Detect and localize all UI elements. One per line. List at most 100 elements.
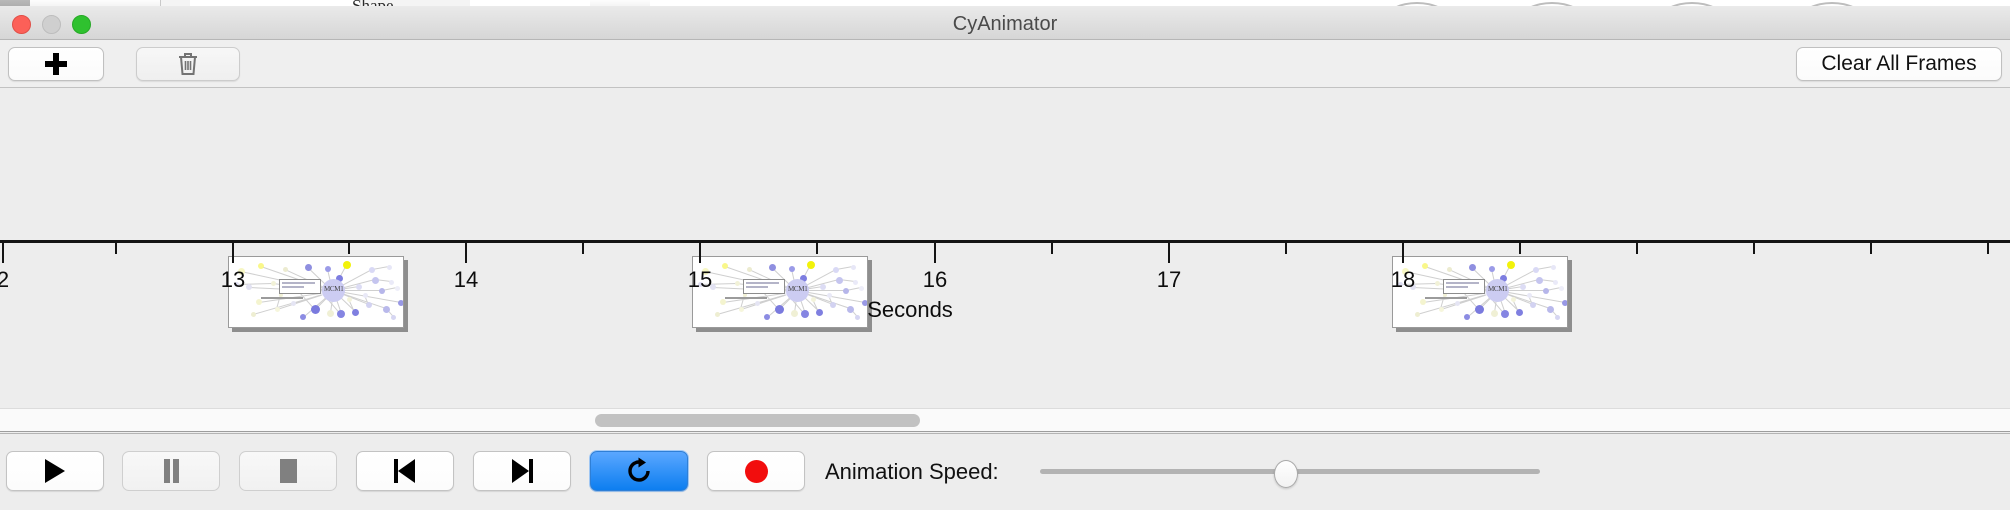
frame-thumbnail-13[interactable]: MCM1: [228, 256, 404, 328]
record-icon: [744, 459, 768, 483]
network-node: [390, 314, 396, 320]
network-node: [1535, 276, 1543, 284]
network-node: [237, 267, 245, 275]
timeline-tick-label: 15: [687, 267, 713, 292]
timeline-tick-minor: [1519, 243, 1521, 254]
timeline-tick-label: 14: [453, 267, 479, 292]
timeline-tick-minor: [1285, 243, 1287, 254]
network-thumbnail-image: MCM1: [1393, 257, 1567, 327]
network-node: [274, 306, 280, 312]
network-node: [1454, 300, 1460, 306]
network-node: [379, 288, 385, 294]
network-node: [1526, 292, 1532, 298]
timeline-tick-minor: [1051, 243, 1053, 254]
network-annotation-text-line: [282, 282, 315, 284]
network-node: [300, 314, 306, 320]
network-node: [754, 300, 760, 306]
network-node: [862, 300, 867, 306]
clear-all-frames-button[interactable]: Clear All Frames: [1796, 47, 2002, 81]
network-node: [1510, 296, 1516, 302]
network-hub-node-label: MCM1: [324, 285, 344, 293]
frame-thumbnail-18[interactable]: MCM1: [1392, 256, 1568, 328]
timeline-tick-label: 16: [922, 267, 948, 292]
network-node: [270, 280, 276, 286]
network-node: [398, 300, 403, 306]
network-node: [1533, 267, 1539, 273]
network-node: [1410, 284, 1416, 290]
network-node: [351, 308, 359, 316]
network-hub-node: [786, 279, 809, 302]
title-bar: CyAnimator: [0, 6, 2010, 40]
animation-speed-slider-thumb[interactable]: [1274, 460, 1298, 488]
network-node: [1558, 285, 1564, 291]
network-node: [325, 266, 331, 272]
network-node: [789, 266, 795, 272]
network-annotation-text-line: [746, 286, 768, 288]
network-node: [304, 263, 312, 271]
delete-frame-button[interactable]: [136, 47, 240, 81]
timeline-scrollbar[interactable]: [0, 408, 2010, 432]
previous-frame-button[interactable]: [356, 451, 454, 491]
network-node: [1490, 309, 1498, 317]
network-node: [366, 302, 372, 308]
timeline-axis: [0, 240, 2010, 243]
timeline-tick-minor: [115, 243, 117, 254]
network-caption-line: [261, 297, 303, 299]
network-annotation-text-line: [746, 282, 779, 284]
skip-forward-icon: [510, 459, 534, 483]
network-node: [1414, 311, 1420, 317]
timeline-tick-label: 17: [1156, 267, 1182, 292]
network-node: [382, 305, 390, 313]
add-frame-button[interactable]: [8, 47, 104, 81]
network-node: [1562, 300, 1567, 306]
network-node: [764, 314, 770, 320]
timeline-tick-minor: [582, 243, 584, 254]
network-node: [394, 285, 400, 291]
network-node: [282, 266, 288, 272]
network-node: [279, 293, 283, 297]
network-node: [722, 263, 728, 269]
network-thumbnail-image: MCM1: [693, 257, 867, 327]
network-node: [256, 299, 262, 305]
network-node: [346, 296, 352, 302]
timeline-tick-label: 18: [1390, 267, 1416, 292]
network-node: [233, 281, 239, 287]
network-node: [1401, 267, 1409, 275]
play-button[interactable]: [6, 451, 104, 491]
network-node: [768, 263, 776, 271]
network-node: [701, 267, 709, 275]
network-caption-line: [725, 297, 767, 299]
timeline-tick-major: [2, 243, 4, 263]
network-node: [1530, 302, 1536, 308]
record-button[interactable]: [707, 451, 805, 491]
network-node: [746, 266, 752, 272]
network-node: [388, 279, 394, 285]
frame-thumbnail-15[interactable]: MCM1: [692, 256, 868, 328]
maximize-button[interactable]: [72, 15, 91, 34]
timeline-scrollbar-thumb[interactable]: [595, 414, 920, 427]
skip-back-icon: [393, 459, 417, 483]
stop-button[interactable]: [239, 451, 337, 491]
timeline-tick-minor: [1870, 243, 1872, 254]
close-button[interactable]: [12, 15, 31, 34]
timeline-panel[interactable]: MCM1 MCM1 MCM1 2 13 14 15 16 17 18 Seconds: [0, 88, 2010, 408]
play-icon: [45, 459, 65, 483]
network-node: [356, 284, 362, 290]
network-node: [801, 310, 809, 318]
network-node: [854, 314, 860, 320]
network-node: [246, 284, 252, 290]
next-frame-button[interactable]: [473, 451, 571, 491]
minimize-button[interactable]: [42, 15, 61, 34]
timeline-tick-major: [934, 243, 936, 263]
network-node: [1446, 266, 1452, 272]
pause-button[interactable]: [122, 451, 220, 491]
timeline-tick-label: 13: [220, 267, 246, 292]
animation-speed-label: Animation Speed:: [825, 459, 999, 484]
loop-button[interactable]: [590, 451, 688, 491]
network-node: [852, 279, 858, 285]
network-node: [1550, 264, 1556, 270]
network-node: [846, 305, 854, 313]
network-node: [1397, 281, 1403, 287]
timeline-tick-minor: [1753, 243, 1755, 254]
